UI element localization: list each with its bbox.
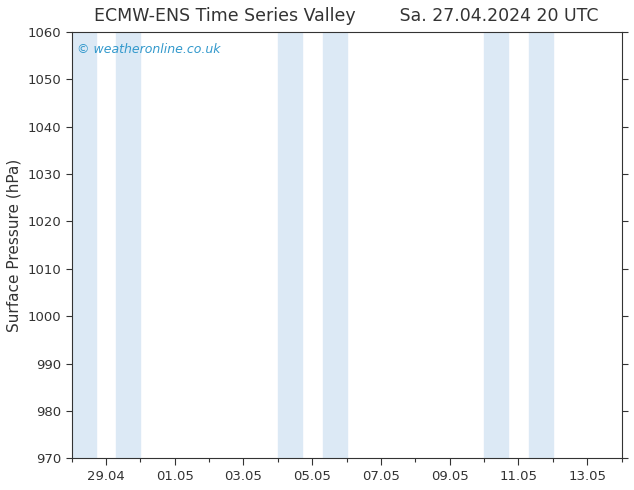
Bar: [72, 32, 96, 458]
Bar: [323, 32, 347, 458]
Y-axis label: Surface Pressure (hPa): Surface Pressure (hPa): [7, 159, 22, 332]
Bar: [278, 32, 302, 458]
Bar: [529, 32, 553, 458]
Text: © weatheronline.co.uk: © weatheronline.co.uk: [77, 43, 221, 56]
Bar: [117, 32, 140, 458]
Title: ECMW-ENS Time Series Valley        Sa. 27.04.2024 20 UTC: ECMW-ENS Time Series Valley Sa. 27.04.20…: [94, 7, 599, 25]
Bar: [484, 32, 508, 458]
